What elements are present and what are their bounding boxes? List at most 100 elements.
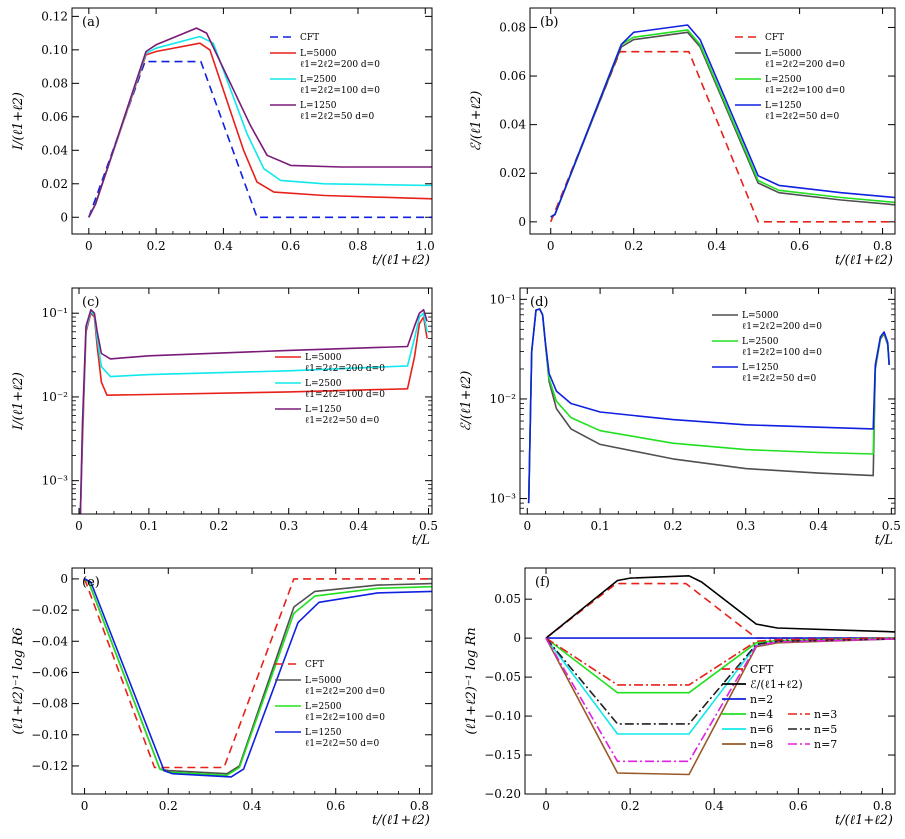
x-axis-label: t/(ℓ1+ℓ2) [372,253,430,268]
y-tick-label: −0.20 [484,787,521,801]
y-tick-label: 0.02 [41,177,68,191]
legend-label: n=8 [750,738,773,751]
series-group [549,24,895,223]
series-group [527,308,890,504]
series-line [79,312,428,514]
series-line [545,637,895,735]
series-group [83,578,432,778]
legend-label: L=2500 [742,337,779,347]
x-tick-label: 0.6 [790,239,809,253]
legend-label: L=5000 [742,311,779,321]
y-tick-label: 0.08 [499,20,526,34]
legend-sublabel: ℓ1=2ℓ2=200 d=0 [305,364,385,374]
series-line [527,308,890,504]
y-tick-label: 0.04 [499,118,526,132]
plot-frame [71,287,433,515]
x-tick-label: 0.3 [279,519,298,533]
y-tick-label: 0.06 [499,69,526,83]
series-line [88,27,432,218]
legend-label: L=2500 [305,702,342,712]
x-axis-label: t/L [412,533,430,548]
series-line [545,637,895,725]
legend-label: n=6 [750,723,773,736]
x-tick-label: 0.5 [419,519,438,533]
y-tick-label: 10⁻² [490,392,517,406]
series-line [545,637,895,776]
legend-label: CFT [305,660,324,670]
x-tick-label: 0.6 [281,239,300,253]
legend-label: n=7 [814,738,837,751]
legend-sublabel: ℓ1=2ℓ2=50 d=0 [765,112,839,122]
x-tick-label: 0.8 [873,799,892,813]
legend-sublabel: ℓ1=2ℓ2=100 d=0 [300,86,380,96]
panel-label: (a) [82,15,100,30]
x-tick-label: 0.4 [349,519,368,533]
y-tick-label: −0.06 [31,665,68,679]
series-line [84,578,432,777]
legend-sublabel: ℓ1=2ℓ2=100 d=0 [765,86,845,96]
panel-label: (f) [535,575,550,590]
y-tick-label: −0.12 [31,759,68,773]
legend-sublabel: ℓ1=2ℓ2=50 d=0 [305,416,379,426]
x-axis-label: t/L [875,533,893,548]
x-tick-label: 0.3 [736,519,755,533]
plot-frame [519,287,896,515]
series-group [545,574,895,776]
legend-label: L=1250 [765,101,802,111]
legend-label: L=5000 [305,353,342,363]
series-line [84,578,432,778]
panel-d: 0 0.1 0.2 0.3 0.4 0.5 10⁻³ 10⁻² 10⁻¹ (d) t/L ℰ/(ℓ1+… [459,287,901,548]
panel-label: (b) [540,15,558,30]
series-line [83,578,432,769]
x-tick-label: 0.4 [242,799,261,813]
y-tick-label: 0.10 [41,43,68,57]
x-tick-label: 0.4 [809,519,828,533]
x-tick-label: 0 [523,519,531,533]
legend: CFT ℰ/(ℓ1+ℓ2) n=2 n=4 n=3 n=6 n=5 n=8 n=7 [722,663,837,751]
legend-label: L=5000 [765,49,802,59]
series-group [88,27,432,219]
x-tick-label: 0.2 [159,799,178,813]
y-tick-label: 0.12 [41,9,68,23]
y-axis-label: I/(ℓ1+ℓ2) [11,372,26,431]
y-tick-label: 10⁻³ [490,492,517,506]
legend-sublabel: ℓ1=2ℓ2=200 d=0 [765,60,845,70]
x-tick-label: 0.6 [326,799,345,813]
x-tick-label: 0.4 [707,239,726,253]
series-line [545,637,895,686]
legend-label: L=1250 [305,405,342,415]
x-tick-label: 0.2 [621,799,640,813]
x-tick-label: 0.2 [209,519,228,533]
series-group [79,308,428,514]
legend-sublabel: ℓ1=2ℓ2=100 d=0 [742,348,822,358]
legend-label: CFT [765,33,784,43]
x-tick-label: 0 [85,239,93,253]
panel-a: 0 0.2 0.4 0.6 0.8 1.0 0 0.02 0.04 0.06 0.08 0.10 0.1… [11,7,435,268]
x-tick-label: 0.1 [591,519,610,533]
x-tick-label: 0.8 [873,239,892,253]
x-tick-label: 0.2 [663,519,682,533]
panel-b: 0 0.2 0.4 0.6 0.8 0 0.02 0.04 0.06 0.08 (b) t/(ℓ1+ℓ… [469,7,896,268]
x-tick-label: 0 [81,799,89,813]
x-tick-label: 0.4 [705,799,724,813]
y-tick-label: 10⁻¹ [42,306,68,320]
y-tick-label: 10⁻³ [42,474,69,488]
x-tick-label: 0.2 [147,239,166,253]
y-tick-label: −0.15 [484,748,521,762]
x-axis-label: t/(ℓ1+ℓ2) [372,813,430,828]
legend-label: n=4 [750,708,773,721]
y-axis-label: (ℓ1+ℓ2)⁻¹ log R6 [11,627,26,734]
legend-label: L=1250 [305,728,342,738]
x-tick-label: 1.0 [416,239,435,253]
panel-label: (d) [530,295,548,310]
y-axis-label: (ℓ1+ℓ2)⁻¹ log Rn [464,627,479,734]
y-tick-label: 0 [513,631,521,645]
legend-sublabel: ℓ1=2ℓ2=100 d=0 [305,390,385,400]
y-axis-label: ℰ/(ℓ1+ℓ2) [469,91,484,152]
series-line [527,308,890,504]
legend-sublabel: ℓ1=2ℓ2=100 d=0 [305,713,385,723]
legend-sublabel: ℓ1=2ℓ2=50 d=0 [305,739,379,749]
x-tick-label: 0.2 [624,239,643,253]
